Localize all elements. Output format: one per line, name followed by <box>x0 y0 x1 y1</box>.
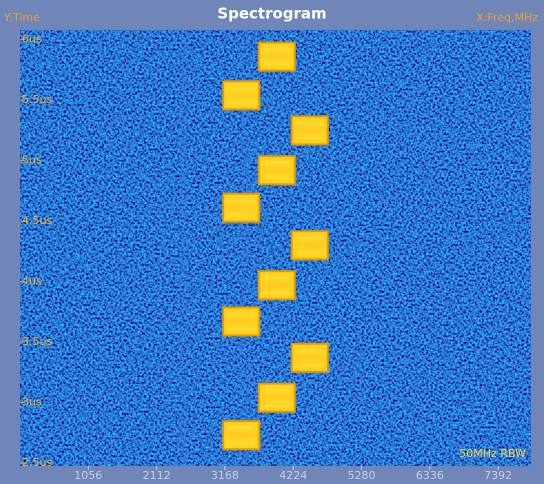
burst-core <box>228 198 255 217</box>
y-tick-label: 4.5us <box>22 214 52 227</box>
y-tick-label: 6us <box>22 33 42 46</box>
chart-title: Spectrogram <box>217 5 326 23</box>
burst-core <box>263 47 290 66</box>
x-tick-label: 6336 <box>416 469 444 482</box>
burst-core <box>296 348 323 367</box>
streak <box>180 30 188 466</box>
burst-core <box>263 276 290 295</box>
burst-core <box>228 312 255 331</box>
burst-core <box>263 161 290 180</box>
annotation: 50MHz RBW <box>459 447 526 460</box>
x-axis-label: X:Freq,MHz <box>476 11 538 24</box>
x-tick-label: 4224 <box>279 469 307 482</box>
burst-core <box>263 388 290 407</box>
y-tick-label: 2.5us <box>22 456 52 469</box>
y-axis-label: Y:Time <box>3 11 40 24</box>
streak <box>240 30 250 466</box>
burst-core <box>296 236 323 255</box>
y-tick-label: 3us <box>22 396 42 409</box>
y-tick-label: 3.5us <box>22 335 52 348</box>
x-tick-label: 1056 <box>74 469 102 482</box>
x-tick-label: 7392 <box>484 469 512 482</box>
x-tick-label: 3168 <box>211 469 239 482</box>
x-tick-label: 5280 <box>348 469 376 482</box>
burst-core <box>296 121 323 140</box>
burst-core <box>228 86 255 105</box>
y-tick-label: 5.5us <box>22 93 52 106</box>
x-tick-label: 2112 <box>143 469 171 482</box>
y-tick-label: 4us <box>22 275 42 288</box>
y-tick-label: 5us <box>22 154 42 167</box>
burst-core <box>228 426 255 445</box>
